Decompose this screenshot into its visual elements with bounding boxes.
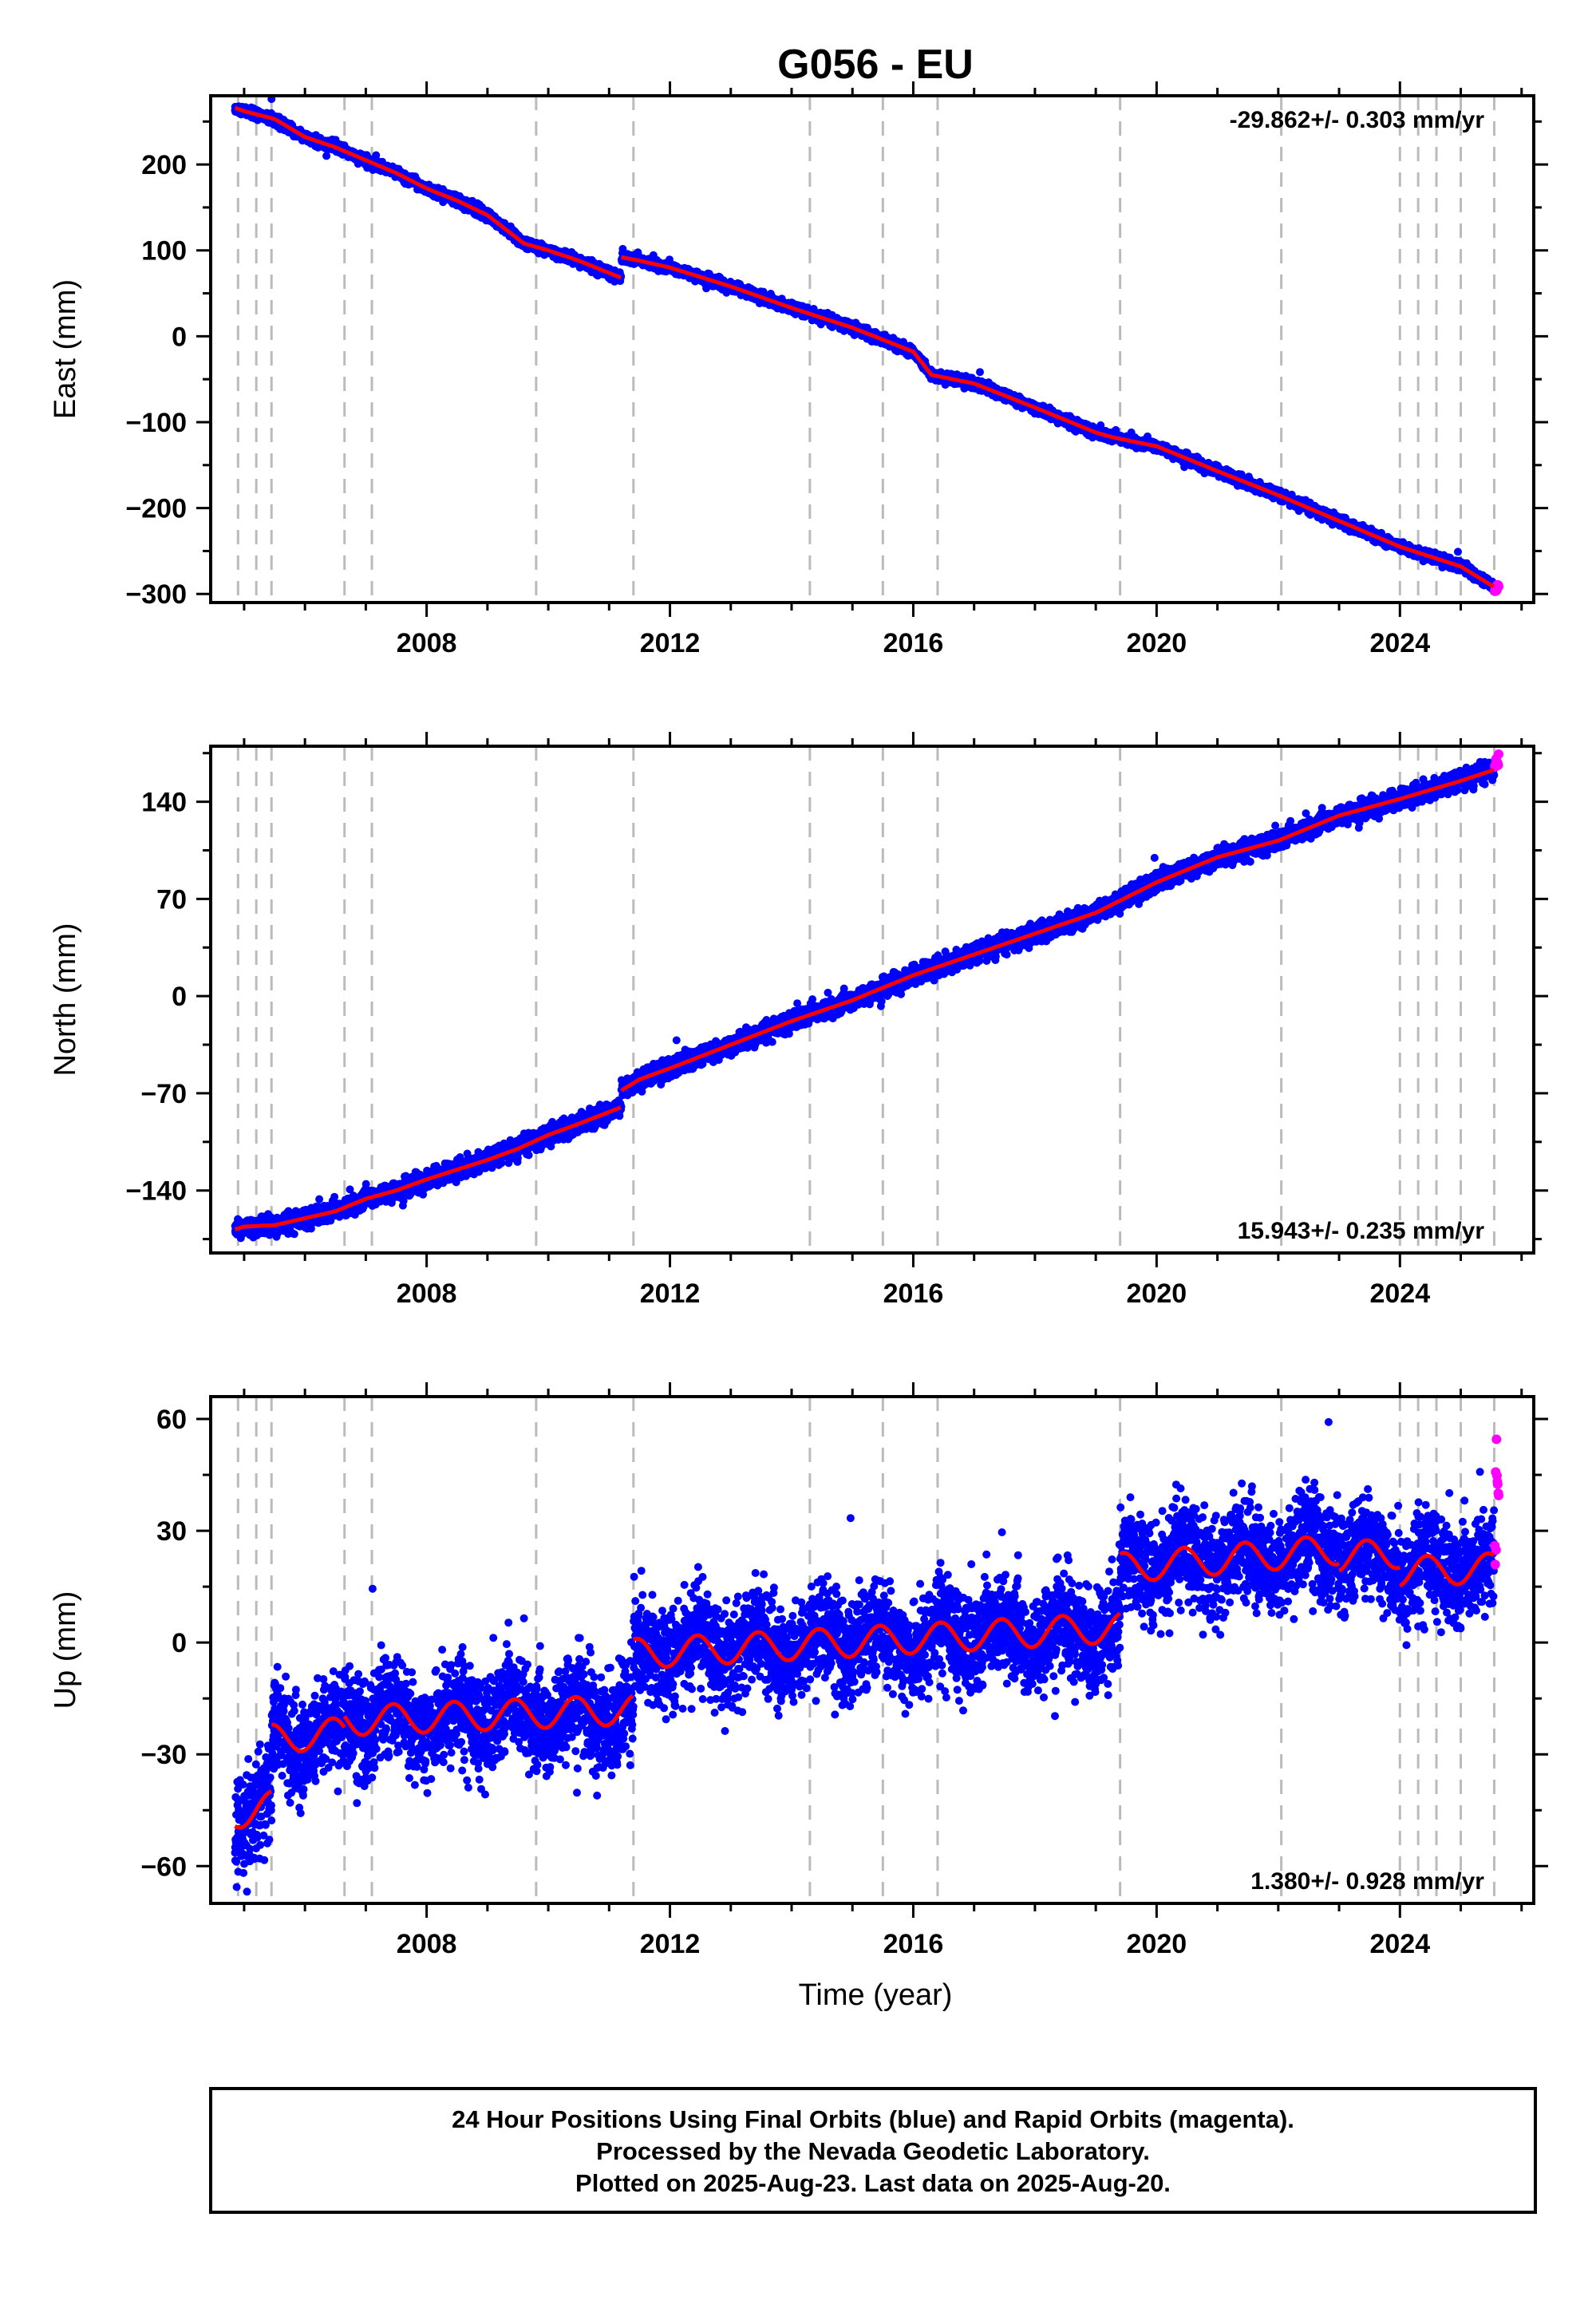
east-panel: 2008 2012 2016 2020 2024−300−200−1000100200E… (49, 81, 1548, 658)
event-lines-east (236, 96, 1495, 603)
chart-title: G056 - EU (777, 41, 974, 88)
data-point (976, 368, 984, 377)
